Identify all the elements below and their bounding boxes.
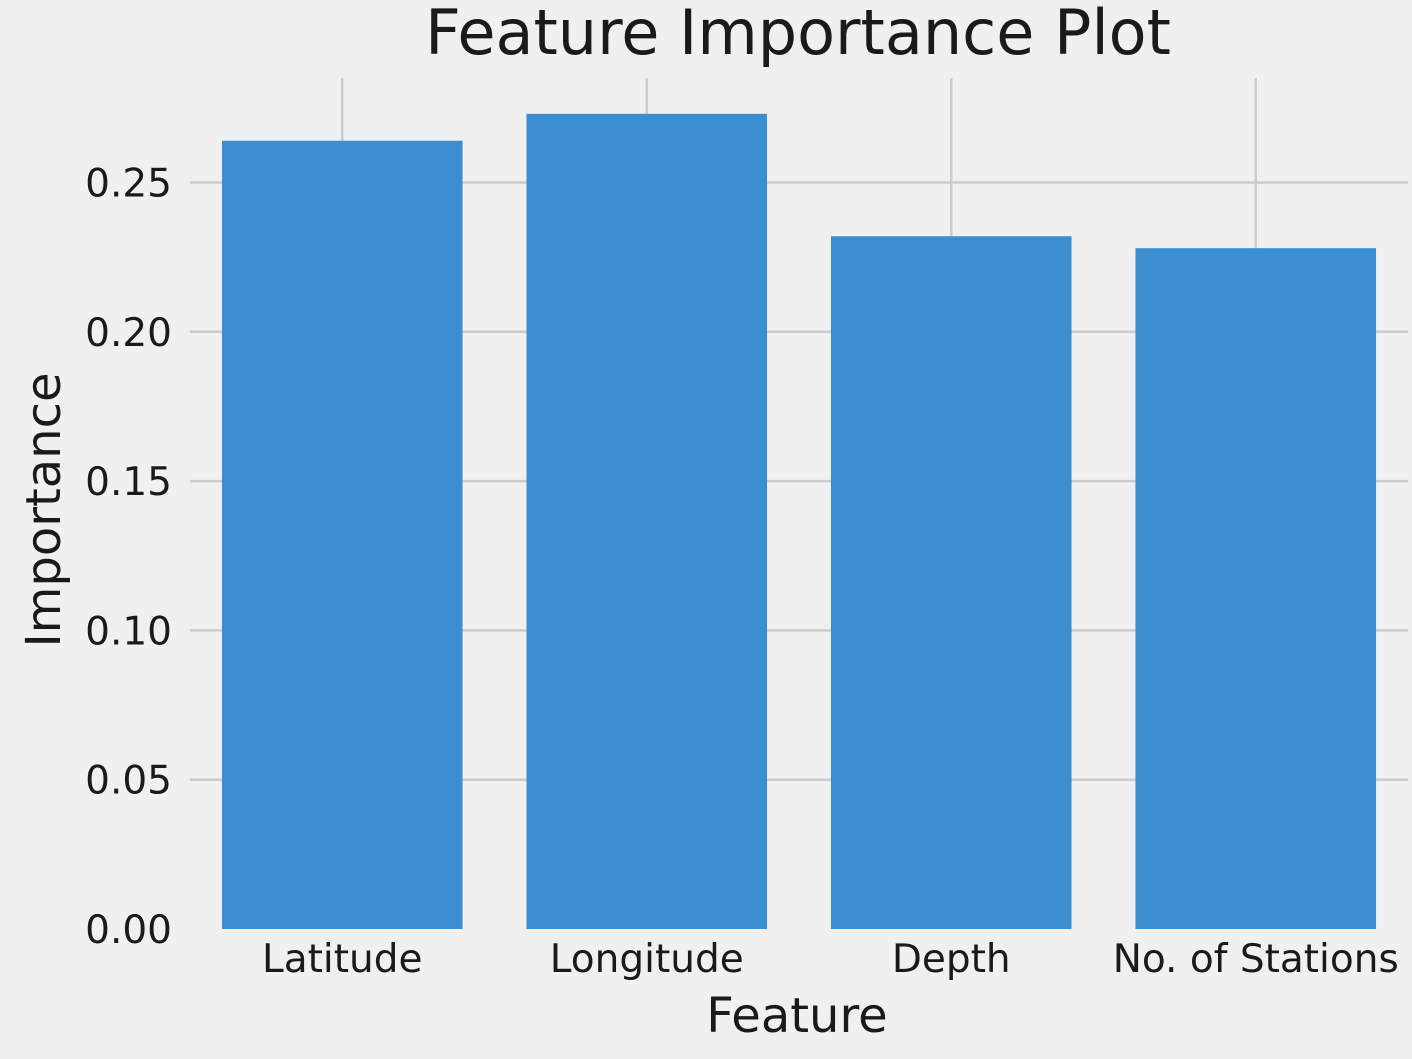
- x-tick-label: Latitude: [262, 937, 423, 982]
- bar-no-of-stations: [1135, 248, 1377, 929]
- bar-layer: [221, 113, 1377, 930]
- bar-longitude: [526, 113, 768, 929]
- chart-title: Feature Importance Plot: [425, 0, 1171, 69]
- x-axis-label: Feature: [706, 988, 887, 1044]
- bar-depth: [830, 236, 1072, 930]
- y-tick-label: 0.10: [85, 609, 172, 654]
- y-tick-label: 0.25: [85, 162, 172, 207]
- y-tick-label: 0.15: [85, 460, 172, 505]
- y-tick-label: 0.20: [85, 311, 172, 356]
- x-tick-label: Depth: [892, 937, 1011, 982]
- y-tick-label: 0.05: [85, 759, 172, 804]
- x-tick-label: No. of Stations: [1113, 937, 1399, 982]
- bar-latitude: [221, 140, 463, 929]
- x-tick-labels: Latitude Longitude Depth No. of Stations: [262, 937, 1399, 982]
- y-axis-label: Importance: [16, 372, 72, 647]
- x-tick-label: Longitude: [550, 937, 744, 982]
- y-tick-label: 0.00: [85, 908, 172, 953]
- y-tick-labels: 0.00 0.05 0.10 0.15 0.20 0.25: [85, 162, 172, 953]
